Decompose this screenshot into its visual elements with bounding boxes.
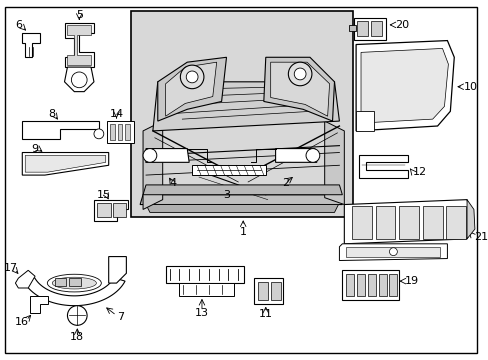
Polygon shape [64,67,94,92]
Text: 12: 12 [412,167,427,177]
Polygon shape [270,62,329,116]
Bar [370,21,381,36]
Bar [353,18,385,40]
Polygon shape [348,25,355,31]
Circle shape [305,149,319,162]
Polygon shape [22,153,108,175]
Bar [356,21,367,36]
Circle shape [67,306,87,325]
Text: 17: 17 [3,264,18,273]
Polygon shape [165,266,244,283]
Ellipse shape [47,274,101,292]
Text: 18: 18 [70,332,84,342]
Circle shape [294,68,305,80]
Bar [346,247,439,257]
Text: 5: 5 [76,10,82,20]
Bar [69,278,81,286]
Polygon shape [360,49,447,123]
Polygon shape [264,57,334,121]
Polygon shape [355,41,453,131]
Polygon shape [140,195,342,204]
Polygon shape [324,121,344,204]
Bar [131,11,352,217]
Text: 4: 4 [168,178,176,188]
Polygon shape [94,200,128,221]
Text: 19: 19 [405,276,419,286]
Polygon shape [344,200,471,244]
Bar [109,124,114,140]
Polygon shape [355,111,373,131]
Text: 1: 1 [239,227,246,237]
Polygon shape [67,25,91,65]
Text: 21: 21 [473,232,487,242]
Circle shape [288,62,311,86]
Polygon shape [165,62,216,116]
Polygon shape [179,283,234,296]
Text: 2: 2 [281,178,288,188]
Polygon shape [446,206,465,239]
Bar [117,124,122,140]
Polygon shape [143,121,163,210]
Bar [342,270,399,300]
Text: 13: 13 [195,307,208,318]
Polygon shape [399,206,418,239]
Bar [270,282,280,300]
Text: 8: 8 [48,109,55,119]
Text: 15: 15 [97,190,111,200]
Text: 6: 6 [15,20,22,30]
Bar [257,282,267,300]
Polygon shape [16,270,35,288]
Bar [125,124,130,140]
Bar [97,203,110,217]
Polygon shape [466,200,474,239]
Bar [253,278,283,304]
Polygon shape [22,121,99,139]
Polygon shape [358,156,407,178]
Circle shape [143,149,157,162]
Polygon shape [422,206,442,239]
Polygon shape [23,278,125,306]
Polygon shape [146,149,189,162]
Text: 16: 16 [15,318,29,327]
Circle shape [71,72,87,88]
Polygon shape [375,206,395,239]
Text: 7: 7 [117,312,124,323]
Bar [112,203,126,217]
Polygon shape [30,296,48,312]
Polygon shape [143,185,342,195]
Circle shape [186,71,198,83]
Polygon shape [339,244,447,261]
Bar [106,121,134,143]
Polygon shape [192,165,265,175]
Polygon shape [153,82,339,131]
Circle shape [388,248,397,256]
Polygon shape [108,257,126,283]
Text: 14: 14 [109,109,123,119]
Bar [367,274,375,296]
Ellipse shape [52,277,96,289]
Circle shape [180,65,203,89]
Polygon shape [25,156,105,172]
Text: 9: 9 [31,144,39,154]
Bar [356,274,364,296]
Polygon shape [158,57,226,121]
Bar [346,274,353,296]
Polygon shape [275,149,316,162]
Text: 3: 3 [223,190,229,200]
Polygon shape [22,33,40,57]
Polygon shape [351,206,371,239]
Bar [388,274,397,296]
Text: 10: 10 [463,82,477,92]
Polygon shape [64,23,94,67]
Circle shape [94,129,103,139]
Bar [55,278,66,286]
Bar [378,274,386,296]
Text: 11: 11 [258,309,272,319]
Text: 20: 20 [395,20,408,30]
Polygon shape [146,204,338,212]
